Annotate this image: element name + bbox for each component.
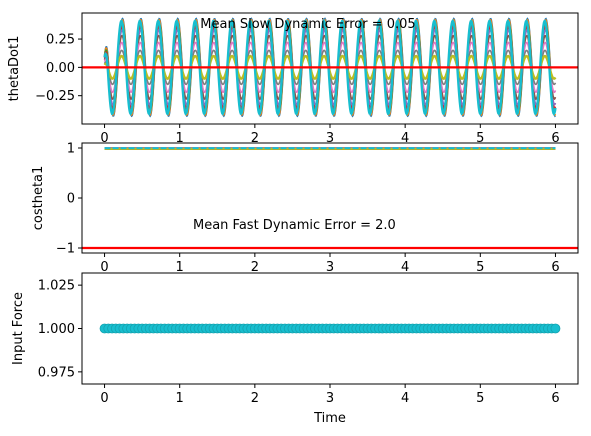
y-tick-label: 1.025 [38, 279, 75, 294]
x-tick-label: 3 [326, 131, 334, 146]
x-tick-label: 1 [176, 391, 184, 406]
axes-frame [81, 142, 579, 254]
x-tick-label: 6 [551, 391, 559, 406]
subplot-1: 0 1 2 3 4 5 6 −0.25 0.00 0.25 thetaDot1 Mean Slow D… [7, 12, 579, 146]
x-tick-label: 4 [401, 391, 409, 406]
y-tick-label: 0 [67, 192, 75, 207]
plot-area [99, 323, 561, 334]
x-tick-label: 2 [251, 260, 259, 275]
annotation-text: Mean Slow Dynamic Error = 0.05 [200, 17, 415, 32]
plot-area [82, 147, 578, 250]
x-tick-label: 3 [326, 260, 334, 275]
plot-area [82, 17, 578, 118]
annotation-text: Mean Fast Dynamic Error = 2.0 [193, 218, 396, 233]
y-tick-label: 0.25 [46, 33, 75, 48]
x-tick-label: 6 [551, 131, 559, 146]
x-tick-label: 0 [100, 391, 108, 406]
x-tick-label: 0 [100, 260, 108, 275]
x-tick-label: 6 [551, 260, 559, 275]
y-axis-label: thetaDot1 [7, 36, 22, 102]
series-line-10 [103, 18, 557, 116]
x-tick-label: 3 [326, 391, 334, 406]
y-tick-label: 1.000 [38, 322, 75, 337]
y-tick-label: 0.975 [38, 365, 75, 380]
x-tick-label: 2 [251, 131, 259, 146]
scatter-point [550, 323, 561, 334]
subplot-3: 0 1 2 3 4 5 6 0.975 1.000 1.025 Input Force Time [11, 272, 579, 426]
x-tick-label: 5 [476, 391, 484, 406]
y-axis-label: costheta1 [31, 166, 46, 231]
y-tick-label: 0.00 [46, 61, 75, 76]
x-tick-label: 4 [401, 260, 409, 275]
x-tick-label: 0 [100, 131, 108, 146]
x-tick-label: 2 [251, 391, 259, 406]
y-axis-label: Input Force [11, 292, 26, 365]
x-tick-label: 1 [176, 131, 184, 146]
y-tick-label: −1 [56, 242, 75, 257]
y-tick-label: −0.25 [35, 89, 75, 104]
x-axis-label: Time [313, 411, 346, 426]
y-tick-label: 1 [67, 142, 75, 157]
x-tick-label: 4 [401, 131, 409, 146]
subplot-2: 0 1 2 3 4 5 6 −1 0 1 costheta1 Mean Fast Dynamic Er… [31, 142, 579, 275]
x-tick-label: 5 [476, 260, 484, 275]
x-tick-label: 1 [176, 260, 184, 275]
x-tick-label: 5 [476, 131, 484, 146]
